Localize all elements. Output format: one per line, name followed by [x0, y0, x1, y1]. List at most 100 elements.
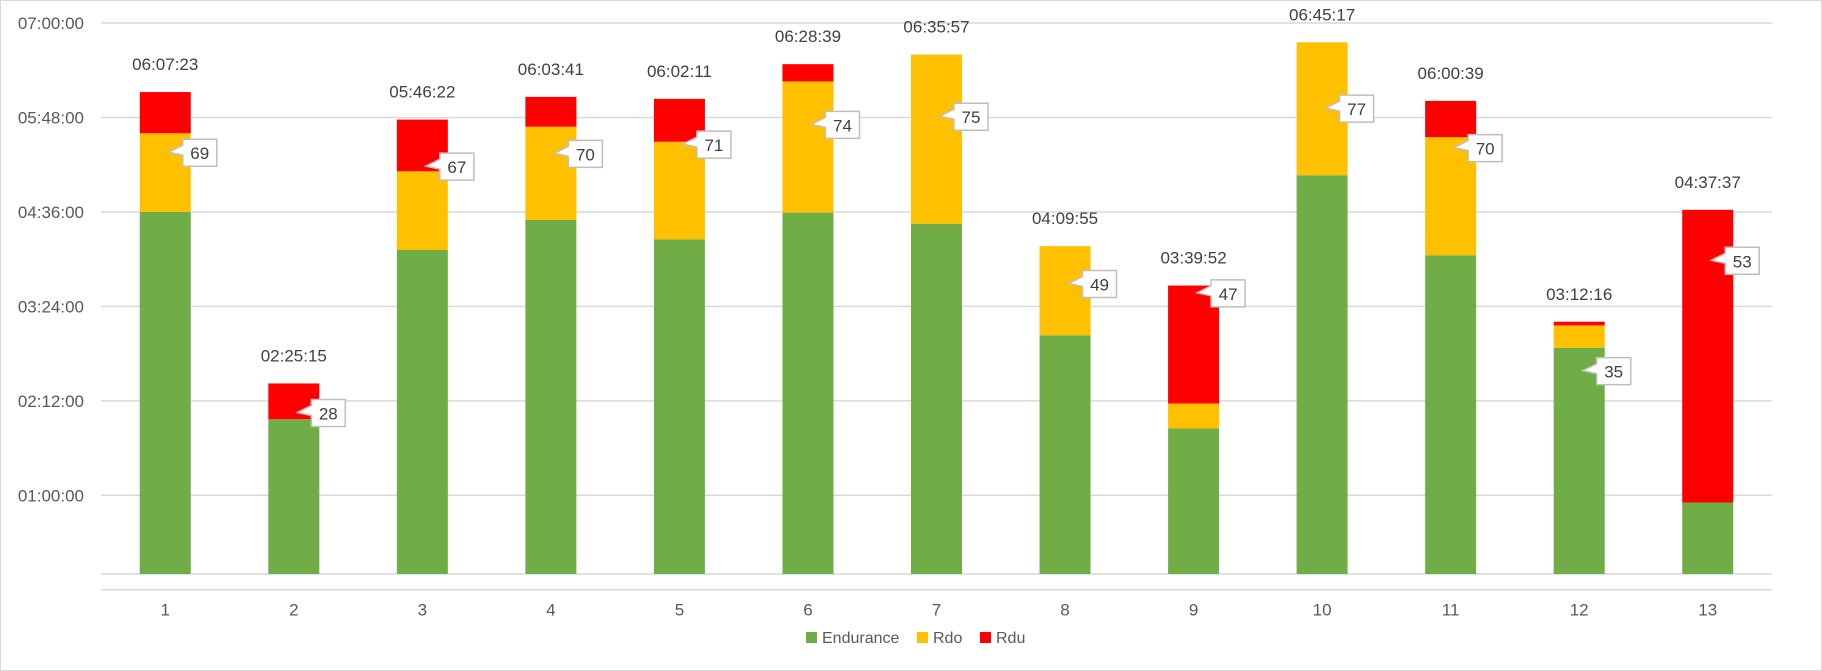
bar-segment-endurance: [1296, 175, 1348, 574]
legend-label: Rdu: [996, 630, 1025, 647]
callout-box: [423, 152, 475, 181]
legend: Endurance Rdo Rdu: [806, 630, 1025, 647]
x-tick-label: 7: [932, 601, 941, 620]
callout-box: [1066, 269, 1118, 299]
bar-segment-rdo: [1553, 325, 1605, 348]
bar-segment-endurance: [1682, 502, 1734, 574]
total-label: 05:46:22: [389, 83, 455, 102]
x-tick-label: 4: [546, 601, 555, 620]
callout: 75: [937, 102, 989, 131]
bar-segment-rdu: [525, 96, 577, 127]
y-tick-label: 03:24:00: [18, 297, 84, 316]
x-tick-label: 8: [1060, 601, 1069, 620]
bar-segment-rdo: [1168, 403, 1220, 429]
legend-item-endurance: Endurance: [806, 630, 899, 647]
x-tick-label: 3: [418, 601, 427, 620]
x-tick-label: 12: [1570, 601, 1589, 620]
callout-labels: 69 28 67 70 71 74 75 49 47 77 70 35 53: [166, 94, 1760, 428]
total-label: 03:39:52: [1160, 249, 1226, 268]
callout: 28: [295, 398, 347, 428]
callout-box: [1708, 246, 1760, 276]
callout: 77: [1323, 94, 1375, 123]
legend-item-rdo: Rdo: [917, 630, 962, 647]
total-label: 04:37:37: [1675, 173, 1741, 192]
callout-box: [937, 102, 989, 131]
y-tick-label: 07:00:00: [18, 14, 84, 33]
callout: 49: [1066, 269, 1118, 299]
total-label: 06:45:17: [1289, 5, 1355, 24]
callout: 53: [1708, 246, 1760, 276]
callout-value: 70: [576, 145, 595, 164]
bar-segment-rdu: [1425, 100, 1477, 138]
legend-label: Rdo: [933, 630, 962, 647]
legend-swatch: [806, 632, 817, 643]
total-label: 06:03:41: [518, 60, 584, 79]
callout-value: 69: [190, 144, 209, 163]
x-tick-label: 6: [803, 601, 812, 620]
y-tick-label: 05:48:00: [18, 108, 84, 127]
callout: 67: [423, 152, 475, 181]
callout-box: [1580, 356, 1632, 386]
callout-value: 35: [1604, 363, 1623, 382]
callout-value: 77: [1347, 100, 1366, 119]
bar-segment-rdo: [911, 54, 962, 224]
callout-value: 67: [447, 158, 466, 177]
bar-segment-endurance: [268, 419, 320, 574]
bar-segment-endurance: [396, 249, 448, 574]
bar-segment-endurance: [1425, 255, 1477, 574]
callout: 70: [1451, 133, 1503, 163]
y-axis-tick-labels: 01:00:00 02:12:00 03:24:00 04:36:00 05:48:00…: [18, 14, 84, 505]
callout: 47: [1194, 279, 1246, 308]
bar-segment-endurance: [1168, 428, 1220, 574]
legend-swatch: [917, 632, 928, 643]
legend-item-rdu: Rdu: [980, 630, 1025, 647]
callout-box: [166, 138, 218, 167]
x-tick-label: 9: [1189, 601, 1198, 620]
total-label: 03:12:16: [1546, 285, 1612, 304]
total-label: 06:28:39: [775, 27, 841, 46]
callout-value: 74: [833, 116, 852, 135]
callout: 69: [166, 138, 218, 167]
x-tick-label: 11: [1442, 601, 1460, 620]
callout-value: 53: [1733, 252, 1752, 271]
bar-segment-endurance: [911, 223, 962, 575]
bar-segment-endurance: [1039, 335, 1091, 574]
callout: 74: [809, 110, 861, 140]
x-axis-tick-labels: 1 2 3 4 5 6 7 8 9 10 11 12 13: [161, 601, 1718, 620]
bar-segment-rdo: [396, 171, 448, 250]
bar-segment-rdu: [782, 64, 834, 82]
callout-box: [809, 110, 861, 140]
x-tick-label: 5: [675, 601, 684, 620]
callout-box: [552, 139, 604, 169]
total-label: 06:02:11: [647, 62, 712, 81]
callout-value: 28: [319, 405, 338, 424]
callout-box: [1451, 133, 1503, 163]
bar-segment-endurance: [782, 212, 834, 574]
x-tick-label: 10: [1313, 601, 1332, 620]
callout-box: [295, 398, 347, 428]
legend-label: Endurance: [822, 630, 899, 647]
bar-segment-endurance: [1553, 347, 1605, 574]
total-label: 06:00:39: [1418, 64, 1484, 83]
x-tick-label: 13: [1698, 601, 1717, 620]
callout: 71: [680, 130, 732, 159]
bar-segment-endurance: [525, 219, 577, 574]
callout-value: 71: [704, 136, 723, 155]
callout: 35: [1580, 356, 1632, 386]
bar-segment-rdu: [139, 92, 191, 134]
bar-segment-rdu: [1553, 321, 1605, 326]
total-label: 06:35:57: [903, 18, 969, 37]
total-labels: 06:07:23 02:25:15 05:46:22 06:03:41 06:02:11…: [132, 5, 1741, 365]
callout-value: 75: [962, 108, 981, 127]
callout: 70: [552, 139, 604, 169]
callout-value: 70: [1476, 140, 1495, 159]
y-tick-label: 04:36:00: [18, 203, 84, 222]
callout-box: [1194, 279, 1246, 308]
y-tick-label: 01:00:00: [18, 486, 84, 505]
total-label: 06:07:23: [132, 55, 198, 74]
callout-value: 49: [1090, 276, 1109, 295]
bars: [139, 42, 1734, 575]
bar-segment-endurance: [139, 211, 191, 574]
bar-segment-endurance: [653, 239, 705, 574]
